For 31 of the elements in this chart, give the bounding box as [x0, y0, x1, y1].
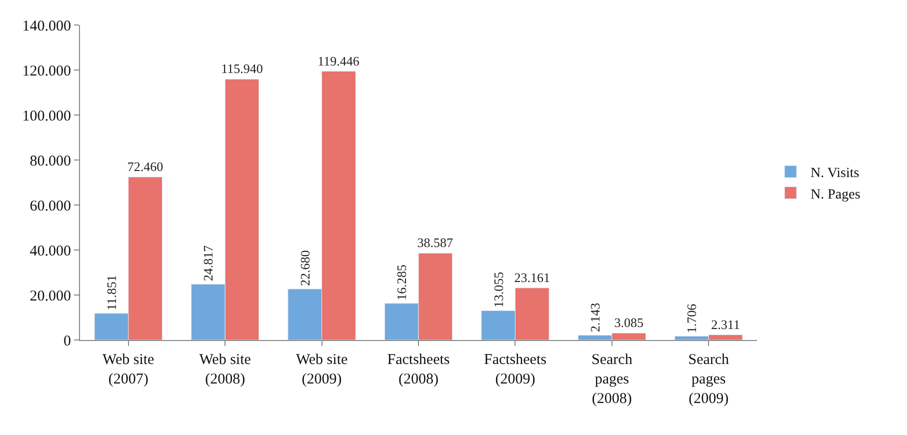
data-label: 119.446	[318, 53, 360, 68]
data-label: 72.460	[127, 158, 164, 174]
legend-label: N. Pages	[810, 187, 860, 202]
x-tick-label: Web site (2007)	[102, 352, 155, 388]
x-tick-label: Factsheets (2008)	[387, 352, 450, 388]
y-tick-label: 100.000	[22, 108, 71, 124]
data-label: 115.940	[221, 61, 263, 76]
x-tick-label: Web site (2008)	[199, 352, 252, 388]
y-tick-label: 140.000	[22, 18, 71, 34]
y-tick-label: 120.000	[22, 63, 71, 80]
x-tick-label: Factsheets (2009)	[484, 352, 547, 388]
data-label: 13.055	[490, 272, 506, 308]
y-tick-label: 80.000	[30, 153, 71, 170]
y-tick-label: 0	[64, 333, 71, 350]
data-label: 23.161	[514, 270, 550, 285]
y-tick-label: 40.000	[30, 243, 71, 260]
data-label: 22.680	[297, 250, 312, 286]
data-label: 11.851	[104, 275, 119, 310]
data-label: 38.587	[417, 235, 454, 250]
x-tick-label: Search pages (2009)	[688, 352, 730, 407]
x-tick-label: Search pages (2008)	[592, 352, 633, 407]
data-label: 2.311	[711, 316, 740, 332]
legend-label: N. Visits	[810, 166, 860, 182]
x-tick-label: Web site (2009)	[296, 352, 348, 388]
y-tick-label: 20.000	[30, 288, 71, 304]
data-label: 3.085	[614, 315, 644, 330]
data-label: 24.817	[200, 244, 216, 282]
data-label: 16.285	[394, 264, 410, 300]
data-label: 2.143	[588, 302, 603, 332]
y-tick-label: 60.000	[30, 198, 71, 214]
data-label: 1.706	[684, 303, 700, 334]
